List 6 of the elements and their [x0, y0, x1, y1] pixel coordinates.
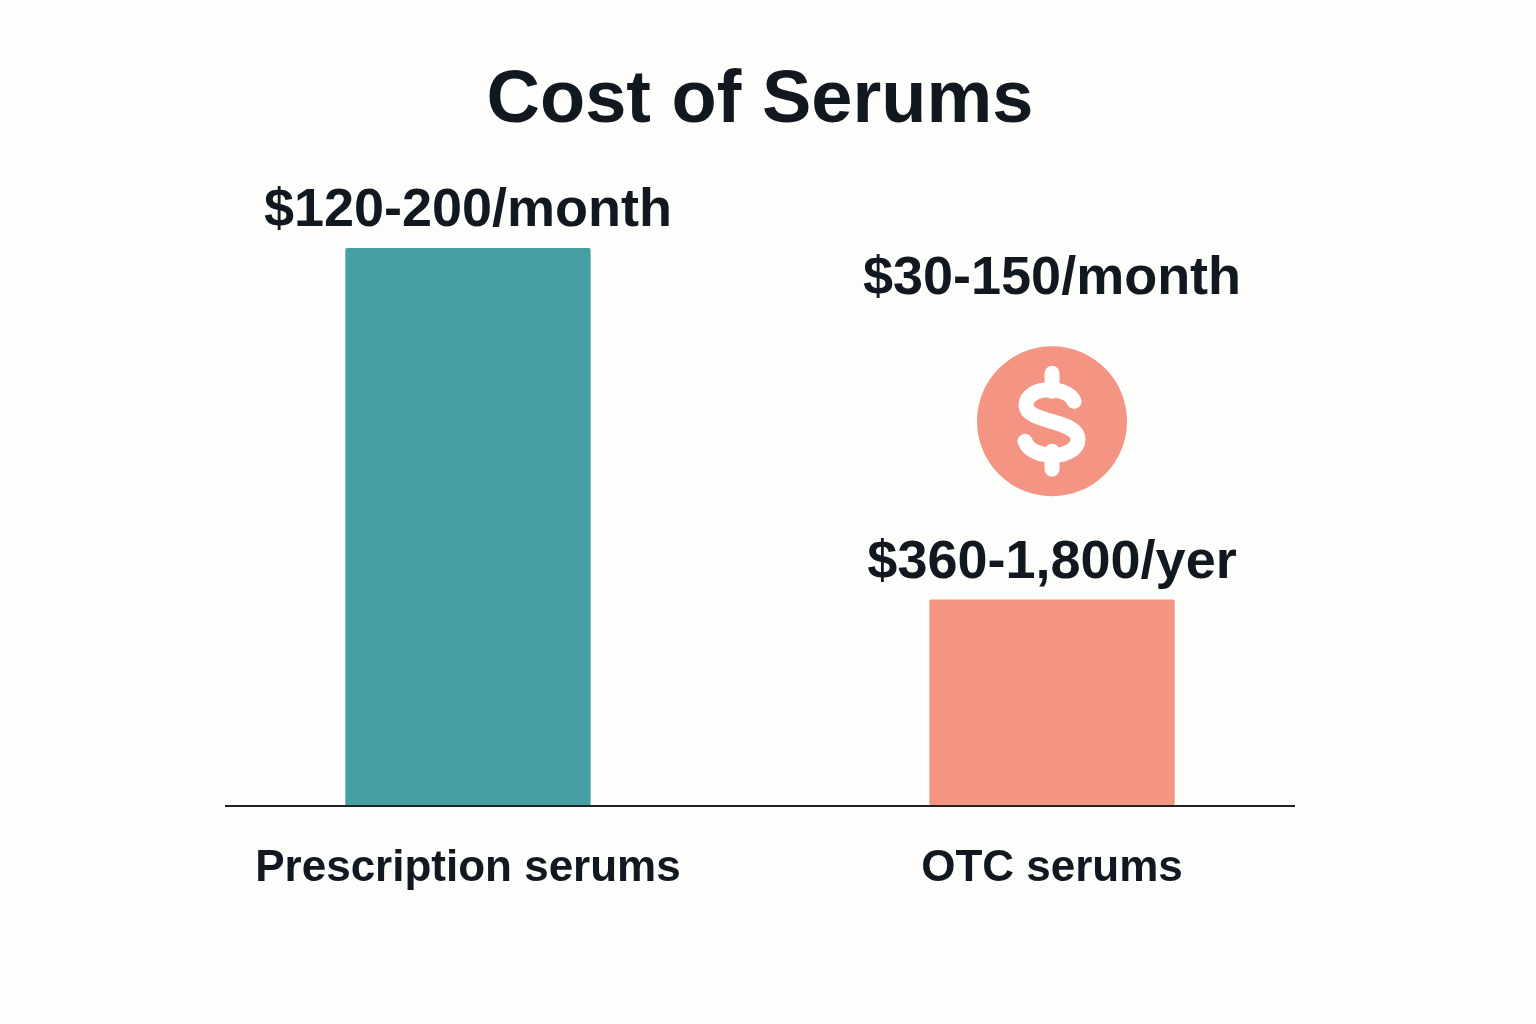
x-tick-label: Prescription serums [255, 841, 681, 890]
chart-title: Cost of Serums [486, 55, 1034, 138]
annotation: $360-1,800/yer [867, 528, 1237, 589]
annotation: $120-200/month [263, 177, 673, 237]
annotation: $30-150/month [862, 244, 1242, 305]
x-tick-label: OTC serums [921, 841, 1183, 890]
